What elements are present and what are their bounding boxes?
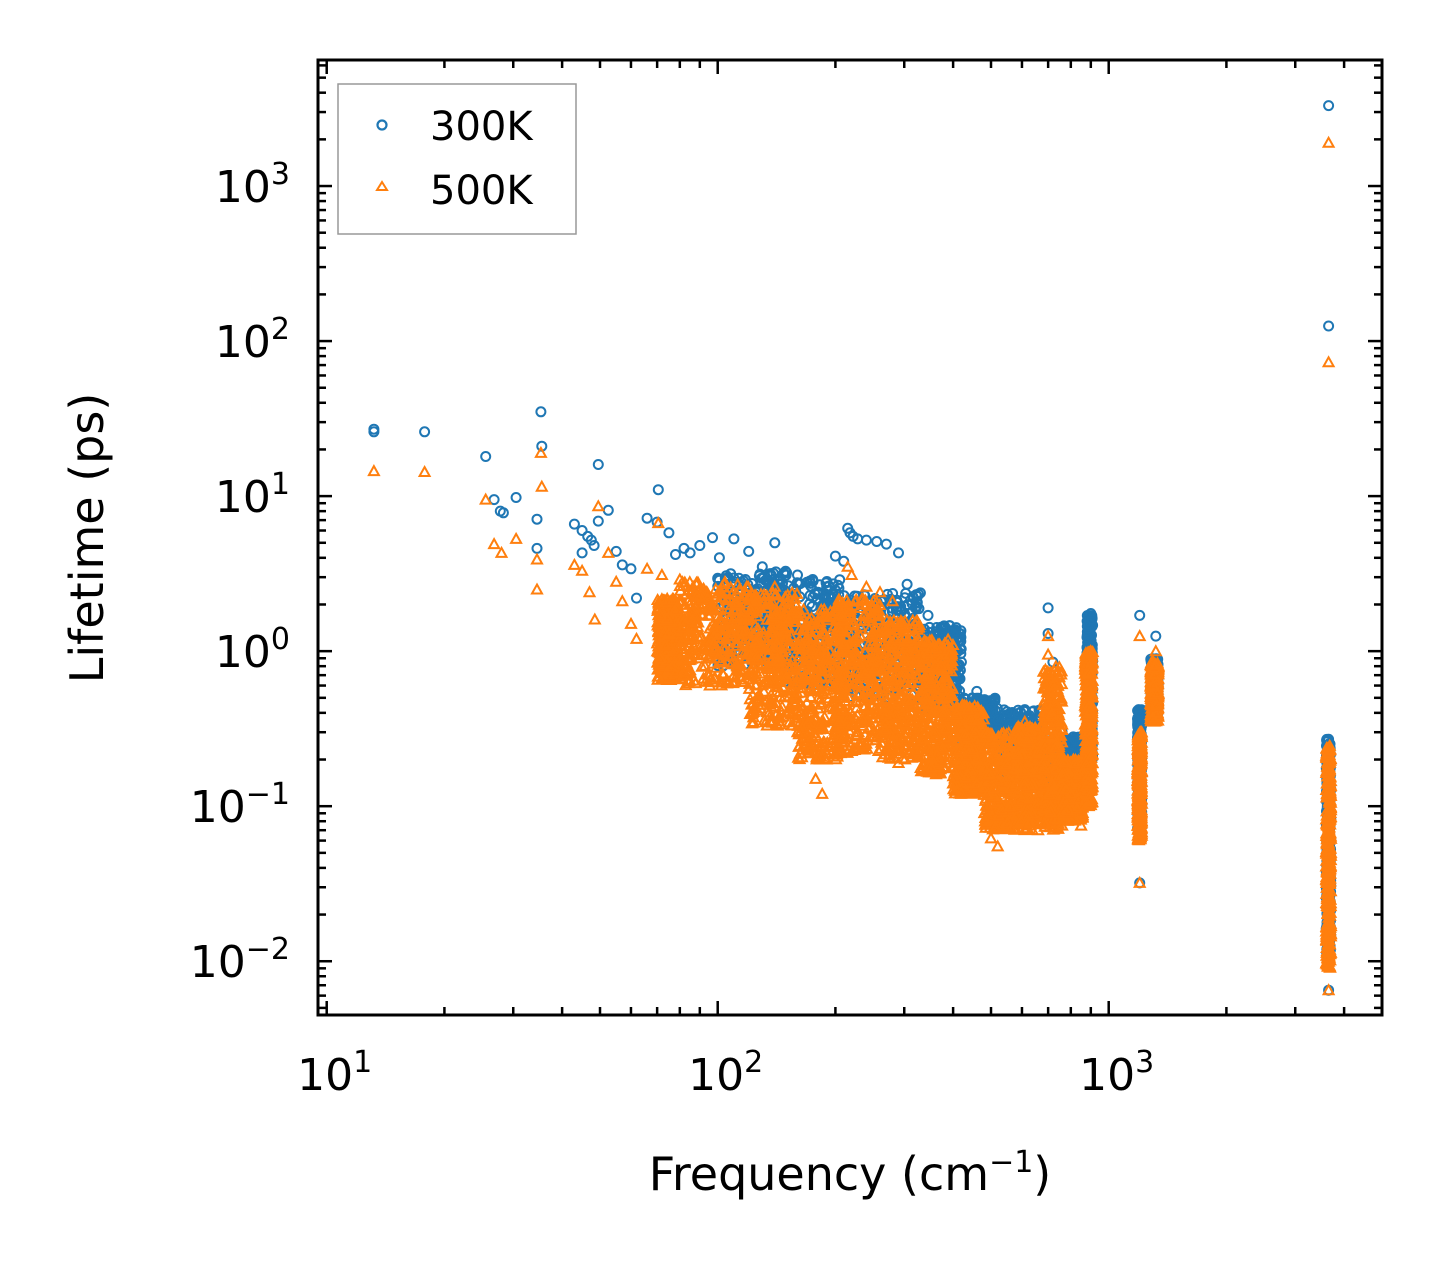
- point-300k: [694, 540, 706, 551]
- point-300k: [871, 536, 883, 547]
- point-300k: [860, 534, 872, 546]
- point-300k: [922, 609, 934, 621]
- point-300k-dense: [764, 568, 776, 580]
- point-300k: [652, 484, 664, 496]
- point-300k: [568, 518, 580, 530]
- point-300k: [743, 545, 755, 557]
- point-300k: [592, 459, 604, 470]
- point-300k: [576, 547, 588, 559]
- point-300k-dense: [955, 625, 967, 637]
- point-300k: [480, 451, 492, 462]
- point-300k: [769, 537, 781, 549]
- point-300k: [641, 512, 653, 524]
- point-300k: [713, 552, 725, 564]
- scatter-points-layer: [367, 100, 1338, 996]
- point-300k: [1134, 609, 1146, 621]
- point-300k-dense: [827, 578, 839, 590]
- point-300k: [1323, 320, 1335, 332]
- point-300k: [592, 515, 604, 527]
- point-300k: [419, 426, 431, 438]
- point-300k: [893, 547, 904, 559]
- point-300k-dense: [805, 580, 817, 592]
- point-300k: [1042, 602, 1054, 614]
- point-300k: [707, 532, 718, 544]
- point-300k: [901, 578, 913, 590]
- point-300k: [531, 542, 543, 554]
- point-300k-dense: [911, 597, 923, 609]
- point-300k-dense: [911, 591, 923, 602]
- point-300k-dense: [754, 568, 766, 580]
- point-300k: [510, 492, 522, 503]
- point-300k: [1323, 100, 1335, 112]
- point-300k: [631, 592, 642, 604]
- point-300k: [670, 549, 681, 560]
- point-300k: [728, 533, 740, 545]
- point-300k-dense: [952, 672, 964, 684]
- point-300k-dense: [899, 592, 911, 604]
- point-300k-dense: [806, 601, 818, 613]
- point-300k-dense: [820, 577, 832, 589]
- point-300k: [829, 550, 841, 562]
- point-300k: [602, 504, 614, 516]
- point-300k: [616, 559, 628, 571]
- point-300k-dense: [1132, 717, 1144, 729]
- point-300k-dense: [1001, 706, 1013, 718]
- point-300k-dense: [891, 596, 903, 608]
- point-300k: [535, 406, 547, 418]
- point-300k: [880, 538, 892, 550]
- point-300k: [625, 563, 637, 575]
- point-300k: [663, 527, 675, 539]
- point-300k: [1150, 630, 1162, 642]
- point-300k: [531, 513, 543, 525]
